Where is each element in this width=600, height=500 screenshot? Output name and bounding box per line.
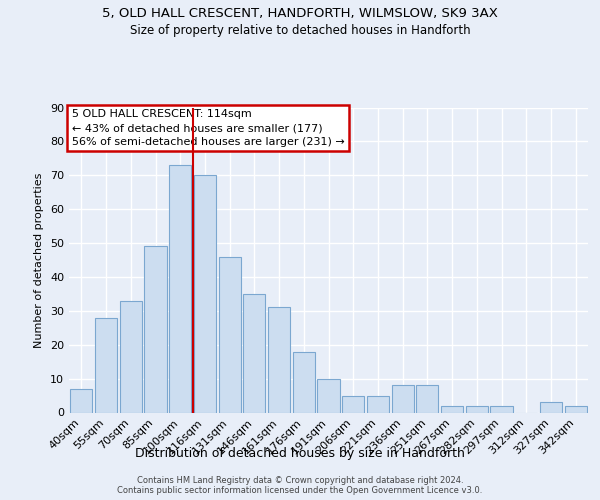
Y-axis label: Number of detached properties: Number of detached properties xyxy=(34,172,44,348)
Bar xyxy=(317,378,340,412)
Bar xyxy=(490,406,512,412)
Bar xyxy=(565,406,587,412)
Bar xyxy=(441,406,463,412)
Bar xyxy=(392,386,414,412)
Bar xyxy=(243,294,265,412)
Bar xyxy=(194,176,216,412)
Text: 5 OLD HALL CRESCENT: 114sqm
← 43% of detached houses are smaller (177)
56% of se: 5 OLD HALL CRESCENT: 114sqm ← 43% of det… xyxy=(71,109,344,147)
Bar xyxy=(218,256,241,412)
Text: Contains HM Land Registry data © Crown copyright and database right 2024.
Contai: Contains HM Land Registry data © Crown c… xyxy=(118,476,482,495)
Bar xyxy=(416,386,439,412)
Bar xyxy=(268,308,290,412)
Text: Size of property relative to detached houses in Handforth: Size of property relative to detached ho… xyxy=(130,24,470,37)
Bar xyxy=(169,165,191,412)
Bar xyxy=(367,396,389,412)
Bar xyxy=(70,389,92,412)
Bar xyxy=(466,406,488,412)
Bar xyxy=(119,300,142,412)
Bar xyxy=(95,318,117,412)
Text: Distribution of detached houses by size in Handforth: Distribution of detached houses by size … xyxy=(135,448,465,460)
Bar xyxy=(145,246,167,412)
Text: 5, OLD HALL CRESCENT, HANDFORTH, WILMSLOW, SK9 3AX: 5, OLD HALL CRESCENT, HANDFORTH, WILMSLO… xyxy=(102,8,498,20)
Bar xyxy=(342,396,364,412)
Bar xyxy=(540,402,562,412)
Bar xyxy=(293,352,315,412)
